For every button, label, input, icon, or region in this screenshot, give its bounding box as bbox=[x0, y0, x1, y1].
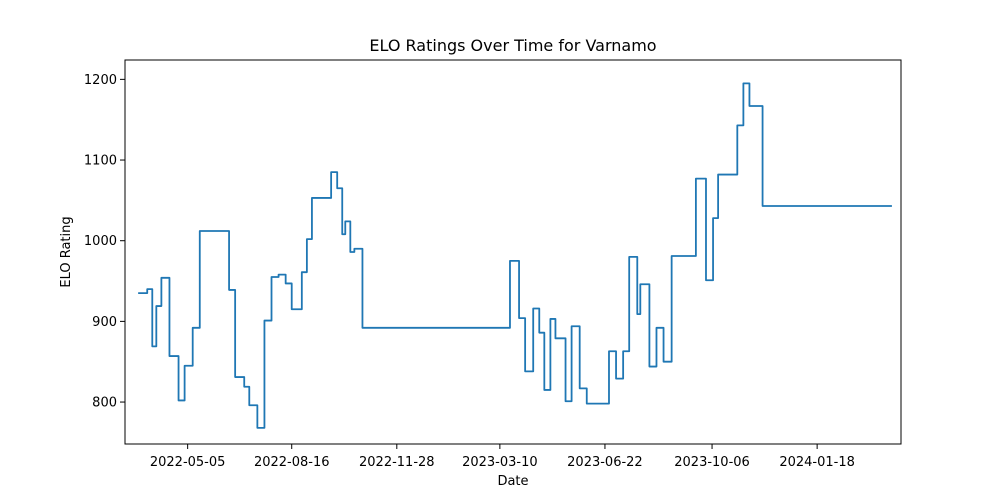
x-tick-label: 2022-11-28 bbox=[359, 455, 435, 470]
x-tick-label: 2023-06-22 bbox=[567, 455, 643, 470]
y-axis-label: ELO Rating bbox=[59, 216, 74, 287]
plot-frame bbox=[124, 59, 902, 445]
y-axis: 800 900 1000 1100 1200 bbox=[84, 73, 125, 411]
x-tick-label: 2023-03-10 bbox=[462, 455, 538, 470]
x-axis: 2022-05-05 2022-08-16 2022-11-28 2023-03-10… bbox=[150, 444, 855, 470]
x-tick-label: 2022-05-05 bbox=[150, 455, 226, 470]
y-tick-label: 1100 bbox=[84, 154, 117, 169]
y-tick-label: 1000 bbox=[84, 234, 117, 249]
chart-title: ELO Ratings Over Time for Varnamo bbox=[369, 36, 656, 55]
y-tick-label: 900 bbox=[92, 315, 117, 330]
x-tick-label: 2022-08-16 bbox=[254, 455, 330, 470]
series-line bbox=[138, 82, 892, 429]
x-axis-label: Date bbox=[497, 474, 528, 489]
y-tick-label: 800 bbox=[92, 396, 117, 411]
y-tick-label: 1200 bbox=[84, 73, 117, 88]
x-tick-label: 2024-01-18 bbox=[779, 455, 855, 470]
x-tick-label: 2023-10-06 bbox=[674, 455, 750, 470]
